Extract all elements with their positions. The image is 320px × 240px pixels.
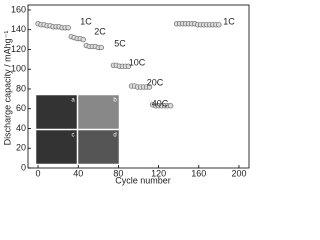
annotation: 2C	[94, 26, 106, 36]
inset-label: a	[71, 98, 75, 104]
inset-image	[77, 94, 120, 130]
x-tick-label: 80	[113, 168, 123, 178]
y-tick-label: 0	[21, 162, 26, 172]
y-tick-label: 120	[11, 44, 26, 54]
annotation: 5C	[114, 38, 126, 48]
marker	[216, 22, 222, 28]
y-tick-label: 100	[11, 64, 26, 74]
x-tick-label: 120	[151, 168, 166, 178]
y-tick-label: 140	[11, 24, 26, 34]
y-tick-label: 80	[16, 83, 26, 93]
y-axis-label: Discharge capacity / mAhg⁻¹	[2, 31, 12, 146]
inset-image	[35, 129, 78, 165]
y-tick-label: 160	[11, 4, 26, 14]
annotation: 1C	[80, 16, 92, 26]
inset-label: c	[72, 133, 75, 139]
inset-label: d	[113, 133, 116, 139]
x-tick-label: 0	[36, 168, 41, 178]
marker	[167, 103, 174, 109]
annotation: 10C	[129, 57, 146, 67]
y-tick-label: 20	[16, 143, 26, 153]
annotation: 20C	[147, 77, 164, 87]
x-tick-label: 160	[191, 168, 206, 178]
inset-label: b	[113, 98, 117, 104]
x-tick-label: 200	[231, 168, 246, 178]
chart: Cycle number Discharge capacity / mAhg⁻¹…	[2, 4, 250, 185]
annotation: 40C	[152, 98, 169, 108]
y-tick-label: 60	[16, 103, 26, 113]
y-tick-label: 40	[16, 123, 26, 133]
inset-image	[35, 94, 78, 130]
marker	[80, 36, 86, 43]
annotation: 1C	[223, 16, 235, 26]
x-axis-label: Cycle number	[115, 175, 171, 185]
inset-image	[77, 129, 120, 165]
marker	[125, 63, 132, 69]
marker	[98, 44, 104, 51]
x-tick-label: 40	[73, 168, 83, 178]
marker	[146, 84, 153, 90]
plot-frame	[27, 4, 250, 169]
marker	[65, 25, 71, 31]
